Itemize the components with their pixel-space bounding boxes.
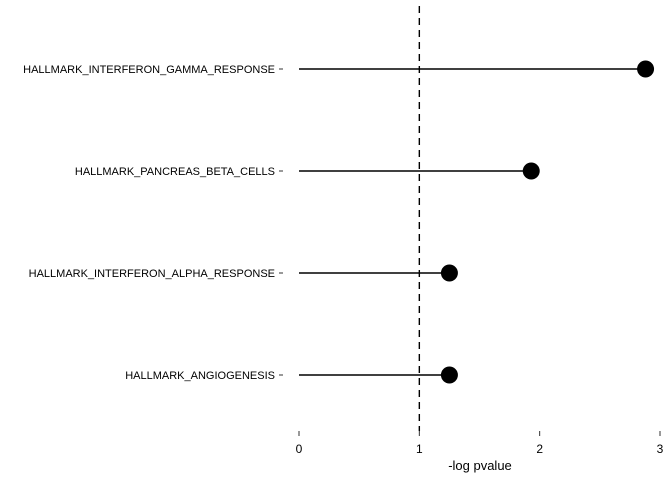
x-tick-label-1: 1 bbox=[416, 442, 423, 456]
x-axis-title: -log pvalue bbox=[448, 458, 512, 473]
y-tick-label-hallmark-pancreas-beta-cells: HALLMARK_PANCREAS_BETA_CELLS bbox=[75, 166, 275, 178]
x-tick-label-3: 3 bbox=[657, 442, 664, 456]
lollipop-dot-hallmark-angiogenesis bbox=[440, 366, 458, 384]
lollipop-dot-hallmark-pancreas-beta-cells bbox=[522, 162, 540, 180]
lollipop-marks bbox=[299, 60, 655, 384]
y-tick-label-hallmark-angiogenesis: HALLMARK_ANGIOGENESIS bbox=[125, 370, 275, 382]
x-axis: 0 1 2 3 bbox=[296, 431, 664, 456]
y-tick-label-hallmark-interferon-alpha-response: HALLMARK_INTERFERON_ALPHA_RESPONSE bbox=[29, 268, 275, 280]
x-tick-label-0: 0 bbox=[296, 442, 303, 456]
lollipop-dot-hallmark-interferon-gamma-response bbox=[637, 60, 655, 78]
lollipop-dot-hallmark-interferon-alpha-response bbox=[440, 264, 458, 282]
y-axis: HALLMARK_INTERFERON_GAMMA_RESPONSE HALLMA… bbox=[23, 64, 283, 382]
y-tick-label-hallmark-interferon-gamma-response: HALLMARK_INTERFERON_GAMMA_RESPONSE bbox=[23, 64, 275, 76]
x-tick-label-2: 2 bbox=[536, 442, 543, 456]
